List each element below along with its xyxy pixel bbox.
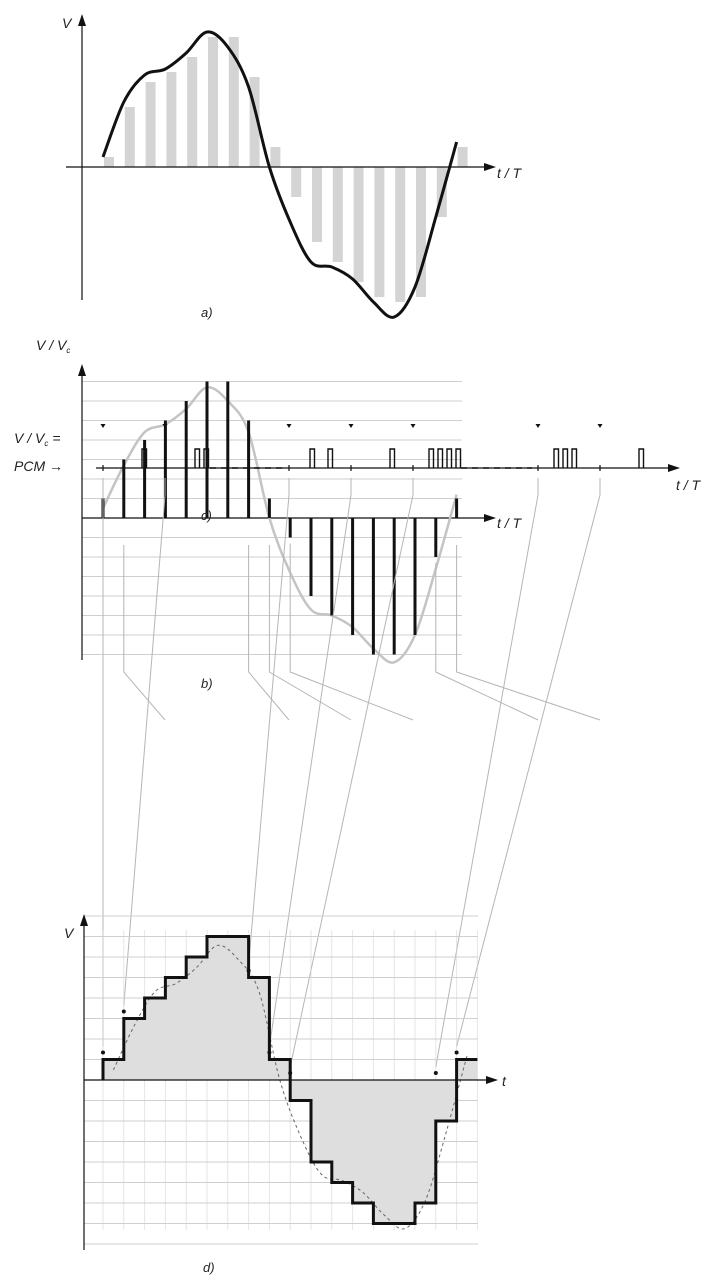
panel-d-reconstruction: V t d) (64, 914, 507, 1275)
panel-d-x-arrow (486, 1076, 498, 1084)
panel-d-sample-dot (455, 1051, 459, 1055)
panel-b-y-label: V / Vc (36, 337, 70, 355)
panel-c-x-arrow (668, 464, 680, 472)
panel-d-sample-dot (122, 1010, 126, 1014)
connector-b-c (457, 545, 600, 720)
panel-c-marker (598, 424, 603, 428)
panel-c-x-label: t / T (676, 477, 702, 493)
panel-c-marker (101, 424, 106, 428)
panel-d-sample-dot (288, 1071, 292, 1075)
panel-b-x-arrow (484, 514, 496, 522)
panel-a-sample-bar (187, 57, 197, 167)
panel-d-sample-dot (434, 1071, 438, 1075)
panel-a-sample-bar (270, 147, 280, 167)
panel-c-marker (536, 424, 541, 428)
connector-b-c (436, 563, 538, 720)
connector-c-d (457, 478, 600, 1047)
panel-a-y-arrow (78, 14, 86, 26)
panel-a-sample-bar (125, 107, 135, 167)
panel-a-x-label: t / T (497, 165, 523, 181)
panel-d-sample-dot (267, 1051, 271, 1055)
panel-c-pulse-train (554, 449, 577, 468)
connector-c-d (249, 478, 289, 965)
panel-b-y-arrow (78, 364, 86, 376)
panel-c-pulse-train (390, 449, 395, 468)
panel-c-pcm-stream: V / Vc = PCM → t / T c) (14, 424, 702, 523)
panel-d-caption: d) (203, 1260, 215, 1275)
panel-a-sampling: V t / T a) (62, 14, 523, 320)
panel-c-row2-label: PCM → (14, 458, 63, 474)
panel-a-sample-bar (146, 82, 156, 167)
panel-a-sample-bar (208, 37, 218, 167)
panel-a-sample-bar (458, 147, 468, 167)
panel-b-x-label: t / T (497, 515, 523, 531)
panel-a-x-arrow (484, 163, 496, 171)
panel-c-marker (411, 424, 416, 428)
panel-a-caption: a) (201, 305, 213, 320)
panel-a-sample-bar (374, 167, 384, 297)
panel-d-sample-dot (247, 969, 251, 973)
panel-d-sample-dot (101, 1051, 105, 1055)
panel-a-sample-bar (291, 167, 301, 197)
panel-c-pulse-train (310, 449, 333, 468)
panel-a-sample-bar (395, 167, 405, 302)
panel-c-marker (287, 424, 292, 428)
panel-d-y-label: V (64, 925, 75, 941)
panel-c-pulse-groups (101, 424, 644, 471)
panel-d-x-label: t (502, 1073, 507, 1089)
panel-c-row1-label: V / Vc = (14, 430, 61, 448)
panel-a-sample-bar (312, 167, 322, 242)
panel-c-pulse-train (429, 449, 461, 468)
panel-a-sample-bars (104, 37, 468, 302)
panel-b-caption: b) (201, 676, 213, 691)
connector-c-d (436, 478, 538, 1067)
panel-a-sample-bar (166, 72, 176, 167)
panel-a-sample-bar (333, 167, 343, 262)
panel-b-signal-curve (103, 387, 457, 662)
panel-a-y-label: V (62, 15, 73, 31)
panel-a-sample-bar (354, 167, 364, 282)
panel-c-caption: c) (201, 508, 212, 523)
panel-a-sample-bar (104, 157, 114, 167)
panel-c-marker (349, 424, 354, 428)
panel-b-quantization: V / Vc t / T b) (36, 337, 523, 691)
panel-c-pulse-train (639, 449, 644, 468)
